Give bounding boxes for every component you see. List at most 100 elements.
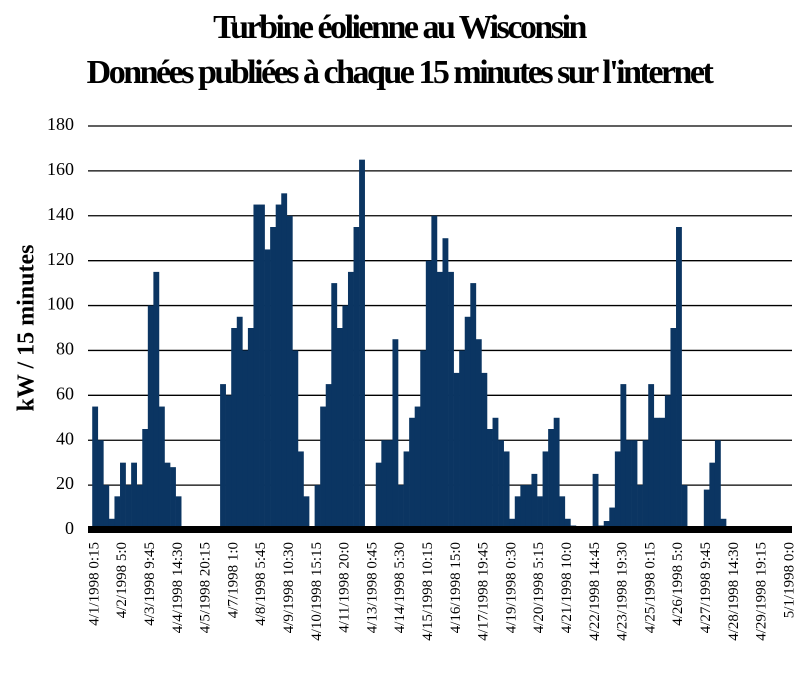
x-tick-label: 4/5/1998 20:15 (198, 542, 214, 633)
x-tick-label: 4/22/1998 14:45 (587, 542, 603, 641)
bar (459, 350, 466, 530)
x-tick-label: 4/8/1998 5:45 (253, 542, 269, 626)
bar (275, 204, 282, 531)
bar (425, 260, 432, 530)
bar (381, 440, 388, 530)
bar (331, 283, 338, 530)
x-tick-label: 4/4/1998 14:30 (170, 542, 186, 633)
bar (164, 462, 171, 530)
x-tick-label: 4/13/1998 0:45 (364, 542, 380, 633)
x-axis (88, 526, 792, 533)
bar (292, 350, 299, 530)
bar (175, 496, 182, 530)
bar (670, 328, 677, 530)
bar (625, 440, 632, 530)
bar (681, 485, 688, 530)
bar (158, 406, 165, 530)
bar (714, 440, 721, 530)
x-tick-label: 4/10/1998 15:15 (309, 542, 325, 641)
bar (247, 328, 254, 530)
bar (720, 518, 727, 530)
bar (436, 271, 443, 530)
bar (414, 406, 421, 530)
bar (220, 384, 226, 530)
bar (659, 417, 666, 530)
bar (342, 305, 349, 530)
bar (525, 485, 532, 530)
bar (653, 417, 660, 530)
y-tick-label: 20 (56, 473, 74, 493)
bar (320, 406, 327, 530)
bar (642, 440, 649, 530)
bar (637, 485, 643, 530)
bar (503, 451, 510, 530)
bar (609, 507, 616, 530)
bar (92, 406, 99, 530)
bar (336, 328, 343, 530)
bar (631, 440, 638, 530)
x-tick-label: 4/1/1998 0:15 (86, 542, 102, 626)
x-tick-label: 4/20/1998 5:15 (531, 542, 547, 633)
chart-subtitle: Données publiées à chaque 15 minutes sur… (87, 54, 715, 91)
bar (492, 417, 499, 530)
bar (542, 451, 549, 530)
bar (97, 440, 104, 530)
bar (453, 372, 460, 530)
bar (531, 473, 538, 530)
bar (347, 271, 354, 530)
x-tick-label: 4/17/1998 19:45 (476, 542, 492, 641)
bar (431, 215, 438, 530)
bar (481, 372, 488, 530)
y-tick-label: 140 (47, 204, 74, 224)
bar (353, 227, 360, 530)
bar (136, 485, 143, 530)
bar (520, 485, 527, 530)
bar (442, 238, 449, 530)
bar (676, 227, 682, 530)
bar (142, 429, 149, 530)
bar (703, 489, 710, 530)
bar (253, 204, 260, 531)
bar (242, 350, 249, 530)
bar (603, 521, 610, 530)
y-tick-label: 60 (56, 383, 74, 403)
bar (236, 316, 243, 530)
x-tick-label: 4/28/1998 14:30 (726, 542, 742, 641)
bar (386, 440, 393, 530)
bar (270, 227, 276, 530)
bar (464, 316, 471, 530)
chart-title: Turbine éolienne au Wisconsin (213, 9, 587, 46)
bar (448, 271, 454, 530)
x-tick-label: 4/16/1998 15:0 (448, 542, 464, 633)
x-tick-label: 4/26/1998 5:0 (670, 542, 686, 626)
bar (325, 384, 332, 530)
bar (114, 496, 121, 530)
bar (375, 462, 382, 530)
bar (486, 429, 493, 530)
bar (108, 518, 115, 530)
y-tick-label: 80 (56, 339, 74, 359)
y-tick-label: 40 (56, 428, 74, 448)
bar (286, 215, 293, 530)
x-tick-label: 5/1/1998 0:0 (781, 542, 797, 618)
y-tick-label: 100 (47, 294, 74, 314)
bar (153, 271, 160, 530)
x-tick-label: 4/2/1998 5:0 (114, 542, 130, 618)
bar (559, 496, 566, 530)
bar (614, 451, 621, 530)
bar (231, 328, 238, 530)
bar (475, 339, 482, 530)
bar (592, 473, 599, 530)
bar (297, 451, 304, 530)
bar (498, 440, 504, 530)
bar (403, 451, 410, 530)
bar (409, 417, 415, 530)
bar (709, 462, 716, 530)
bar (664, 395, 671, 530)
x-tick-label: 4/21/1998 10:0 (559, 542, 575, 633)
bar (147, 305, 154, 530)
x-tick-label: 4/3/1998 9:45 (142, 542, 158, 626)
bar (470, 283, 477, 530)
x-tick-label: 4/11/1998 20:0 (337, 542, 353, 633)
